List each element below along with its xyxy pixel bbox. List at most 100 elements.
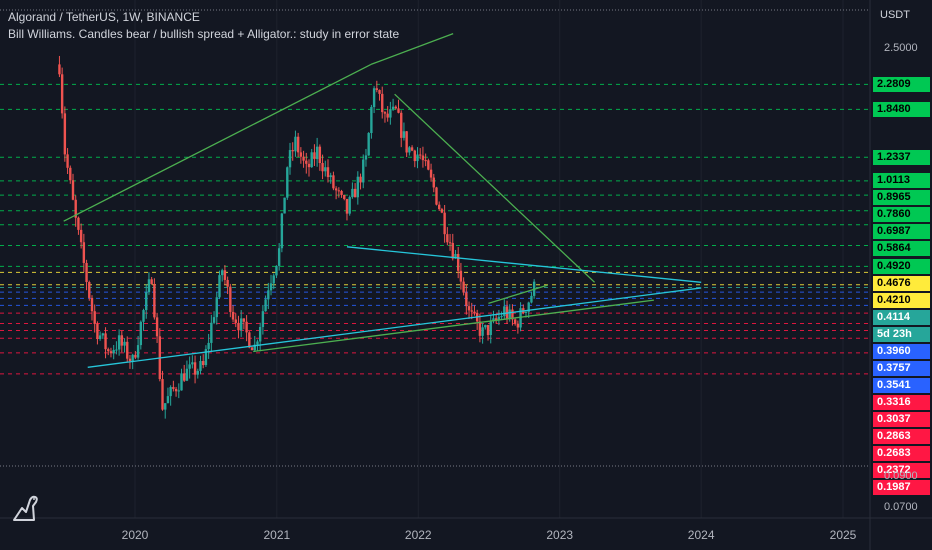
candle-body <box>172 387 175 389</box>
candle-body <box>82 242 86 263</box>
candle-body <box>109 351 113 354</box>
price-label-5[interactable]: 0.7860 <box>873 207 930 223</box>
candle-body <box>153 283 156 318</box>
trendline-5[interactable] <box>253 299 654 353</box>
price-label-13[interactable]: 0.3960 <box>873 343 930 359</box>
price-label-20[interactable]: 0.2372 <box>873 462 930 478</box>
candle-body <box>516 323 520 328</box>
tradingview-logo-icon[interactable] <box>10 494 44 522</box>
candle-body <box>489 321 492 336</box>
candle-body <box>185 368 189 381</box>
price-label-11[interactable]: 0.4114 <box>873 309 930 325</box>
price-label-3[interactable]: 1.0113 <box>873 173 930 189</box>
price-label-18[interactable]: 0.2863 <box>873 428 930 444</box>
candle-body <box>131 354 134 362</box>
candle-body <box>207 342 210 350</box>
candle-body <box>362 159 365 183</box>
candle-body <box>359 176 362 183</box>
candle-body <box>177 390 180 392</box>
candle-body <box>150 279 153 284</box>
trendline-3[interactable] <box>346 246 702 283</box>
candle-body <box>239 318 243 331</box>
candle-body <box>451 242 454 259</box>
candle-body <box>199 361 202 371</box>
trendline-6[interactable] <box>488 284 548 304</box>
price-label-1[interactable]: 1.8480 <box>873 101 930 117</box>
price-label-2[interactable]: 1.2337 <box>873 149 930 165</box>
candle-body <box>169 387 172 397</box>
price-label-14[interactable]: 0.3757 <box>873 360 930 376</box>
price-label-8[interactable]: 0.4920 <box>873 258 930 274</box>
price-label-9[interactable]: 0.4676 <box>873 275 930 291</box>
price-label-0[interactable]: 2.2809 <box>873 76 930 92</box>
candle-body <box>307 163 311 168</box>
candle-body <box>242 318 246 322</box>
trendline-0[interactable] <box>63 63 372 222</box>
chart-title[interactable]: Algorand / TetherUS, 1W, BINANCE <box>8 10 200 24</box>
candle-body <box>261 311 265 327</box>
candle-body <box>340 190 343 195</box>
trendline-4[interactable] <box>87 287 702 368</box>
price-label-10[interactable]: 0.4210 <box>873 292 930 308</box>
candle-body <box>226 279 229 287</box>
trendline-2[interactable] <box>394 93 596 283</box>
candle-body <box>337 190 341 192</box>
candle-body <box>391 106 395 110</box>
candle-body <box>318 146 322 164</box>
candle-body <box>448 242 452 244</box>
time-tick-2025: 2025 <box>829 528 857 542</box>
candle-body <box>470 310 473 312</box>
price-label-7[interactable]: 0.5864 <box>873 241 930 257</box>
currency-label[interactable]: USDT <box>880 9 910 21</box>
price-label-21[interactable]: 0.1987 <box>873 479 930 495</box>
time-tick-2024: 2024 <box>687 528 715 542</box>
candle-body <box>429 169 433 178</box>
candle-body <box>248 332 251 348</box>
price-tick-2: 0.0700 <box>884 501 918 513</box>
candle-body <box>446 234 449 243</box>
study-status[interactable]: Bill Williams. Candles bear / bullish sp… <box>8 27 400 41</box>
candle-body <box>394 106 398 109</box>
candle-body <box>231 311 235 320</box>
candle-body <box>321 163 324 172</box>
candle-body <box>478 321 482 336</box>
candle-body <box>438 204 441 210</box>
candle-body <box>142 310 145 322</box>
candle-body <box>256 341 259 345</box>
candle-body <box>413 150 416 162</box>
candle-body <box>107 349 110 352</box>
candle-body <box>275 265 278 276</box>
candle-body <box>389 109 392 118</box>
candle-body <box>74 199 77 218</box>
candle-body <box>530 295 533 303</box>
candle-body <box>79 229 83 243</box>
candle-body <box>494 318 498 321</box>
price-label-15[interactable]: 0.3541 <box>873 377 930 393</box>
candle-body <box>508 309 511 319</box>
candle-body <box>139 321 143 346</box>
price-label-12[interactable]: 5d 23h <box>873 326 930 342</box>
time-tick-2022: 2022 <box>404 528 432 542</box>
candle-body <box>280 213 284 249</box>
price-label-19[interactable]: 0.2683 <box>873 445 930 461</box>
price-label-17[interactable]: 0.3037 <box>873 411 930 427</box>
trendline-1[interactable] <box>370 33 454 66</box>
candle-body <box>511 309 514 320</box>
price-label-16[interactable]: 0.3316 <box>873 394 930 410</box>
candle-body <box>500 316 503 318</box>
price-label-4[interactable]: 0.8965 <box>873 190 930 206</box>
candle-body <box>400 112 403 138</box>
price-label-6[interactable]: 0.6987 <box>873 224 930 240</box>
candle-body <box>123 341 126 346</box>
candle-body <box>305 160 308 164</box>
candle-body <box>196 370 199 375</box>
candle-body <box>302 156 305 161</box>
candle-body <box>419 154 422 156</box>
candle-body <box>410 147 414 151</box>
candle-body <box>264 299 267 312</box>
candle-body <box>93 311 96 324</box>
candle-body <box>204 349 208 366</box>
candle-body <box>367 133 370 156</box>
candle-body <box>161 379 164 410</box>
